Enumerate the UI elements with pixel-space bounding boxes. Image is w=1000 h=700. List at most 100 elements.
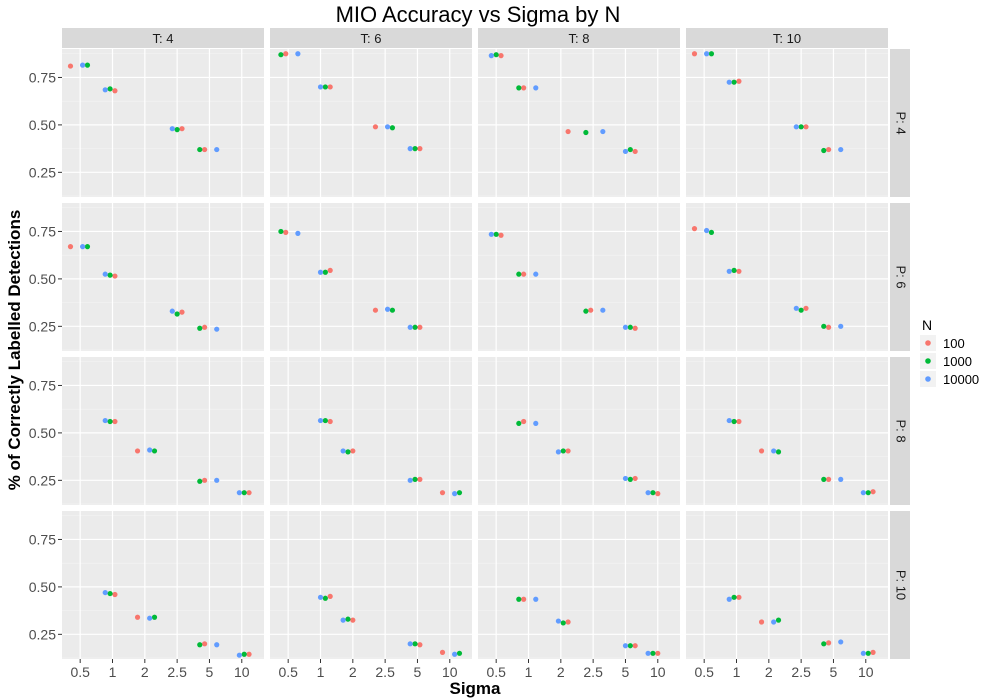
data-point (80, 62, 86, 68)
facet-panel (686, 357, 888, 505)
y-tick-label: 0.25 (29, 472, 56, 488)
x-tick-label: 0.5 (486, 664, 506, 680)
data-point (775, 449, 782, 455)
data-point (246, 490, 252, 496)
data-point (317, 269, 324, 275)
data-point (655, 491, 661, 497)
y-tick-label: 0.50 (29, 271, 56, 287)
data-point (555, 449, 561, 455)
data-point (865, 650, 871, 656)
data-point (246, 651, 252, 657)
data-point (327, 418, 333, 425)
data-point (565, 619, 571, 625)
data-point (241, 490, 247, 496)
data-point (736, 418, 742, 425)
data-point (821, 641, 827, 647)
x-tick-label: 2.5 (583, 664, 603, 680)
data-point (493, 231, 499, 237)
data-point (736, 594, 742, 600)
data-point (322, 84, 328, 90)
data-point (803, 305, 809, 311)
data-point (345, 449, 351, 455)
legend-entry-label: 1000 (943, 354, 972, 369)
data-point (412, 146, 418, 152)
facet-panel (686, 49, 888, 197)
data-point (655, 650, 661, 656)
legend-marker (925, 340, 931, 346)
y-tick-label: 0.75 (29, 531, 56, 547)
data-point (202, 324, 208, 330)
x-tick-label: 10 (858, 664, 874, 680)
panel-background (270, 49, 472, 197)
facet-strip-col (686, 28, 888, 48)
facet-panel (62, 511, 264, 659)
data-point (147, 615, 153, 621)
x-tick-label: 2 (765, 664, 773, 680)
y-axis-label: % of Correctly Labelled Detections (5, 210, 24, 491)
data-point (417, 146, 423, 152)
data-point (197, 478, 203, 484)
data-point (236, 490, 242, 496)
x-tick-label: 2 (141, 664, 149, 680)
data-point (600, 128, 606, 135)
data-point (322, 595, 328, 601)
data-point (533, 596, 539, 602)
x-tick-label: 1 (525, 664, 533, 680)
facet-panel (686, 511, 888, 659)
legend-title: N (922, 317, 932, 333)
data-point (793, 305, 799, 311)
data-point (134, 448, 141, 454)
data-point (214, 642, 220, 648)
data-point (803, 124, 809, 130)
data-point (112, 273, 118, 279)
legend-entry-label: 10000 (943, 372, 979, 387)
x-tick-label: 10 (234, 664, 250, 680)
data-point (439, 649, 446, 655)
data-point (627, 324, 633, 330)
facet-panel (478, 49, 680, 197)
data-point (102, 271, 108, 277)
data-point (632, 643, 638, 649)
data-point (112, 591, 118, 598)
panel-background (686, 357, 888, 505)
panel-background (270, 511, 472, 659)
x-tick-label: 0.5 (278, 664, 298, 680)
panel-background (62, 357, 264, 505)
data-point (826, 476, 832, 482)
data-point (80, 244, 86, 250)
x-tick-label: 1 (317, 664, 325, 680)
data-point (771, 619, 777, 625)
data-point (838, 639, 844, 645)
data-point (622, 324, 629, 330)
data-point (865, 490, 871, 496)
data-point (691, 226, 698, 232)
data-point (439, 490, 446, 496)
data-point (498, 232, 504, 238)
data-point (147, 447, 153, 453)
data-point (174, 127, 180, 133)
data-point (838, 476, 844, 482)
data-point (555, 618, 561, 624)
data-point (793, 124, 799, 130)
facet-panel (686, 203, 888, 351)
facet-col-label: T: 8 (569, 31, 590, 46)
data-point (821, 323, 827, 329)
data-point (860, 650, 866, 656)
data-point (214, 146, 220, 153)
y-tick-label: 0.50 (29, 579, 56, 595)
data-point (169, 126, 175, 132)
data-point (407, 324, 413, 330)
data-point (317, 84, 324, 90)
x-tick-label: 10 (442, 664, 458, 680)
data-point (583, 129, 589, 136)
data-point (627, 643, 633, 649)
facet-panel (270, 511, 472, 659)
panel-background (62, 511, 264, 659)
facet-strip-row (890, 357, 910, 505)
panel-background (686, 511, 888, 659)
data-point (283, 229, 289, 236)
y-tick-label: 0.25 (29, 164, 56, 180)
data-point (826, 640, 832, 646)
data-point (452, 491, 458, 497)
data-point (327, 593, 333, 599)
